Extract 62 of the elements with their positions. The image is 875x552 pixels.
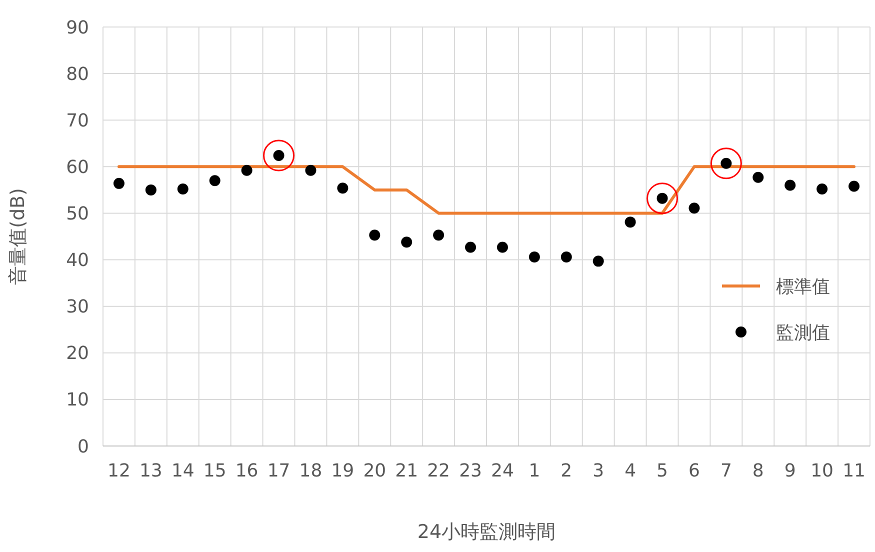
x-tick-label: 1	[528, 460, 540, 482]
x-axis-title: 24小時監測時間	[417, 521, 556, 543]
x-tick-label: 22	[427, 460, 450, 482]
point	[369, 230, 380, 241]
x-tick-label: 19	[331, 460, 354, 482]
y-tick-label: 0	[78, 436, 89, 458]
point	[688, 202, 700, 214]
x-tick-label: 5	[656, 460, 668, 482]
y-tick-label: 10	[66, 390, 89, 411]
point	[528, 251, 540, 262]
legend-label: 監測值	[776, 322, 830, 344]
point	[263, 140, 295, 172]
point	[624, 216, 636, 228]
point	[433, 230, 444, 241]
point	[177, 184, 188, 195]
point	[784, 180, 796, 191]
point	[209, 175, 220, 186]
x-tick-label: 14	[171, 460, 194, 482]
point	[646, 182, 678, 214]
x-tick-label: 21	[395, 460, 418, 482]
x-tick-label: 23	[459, 460, 482, 482]
point	[592, 256, 604, 267]
x-tick-label: 20	[363, 460, 386, 482]
y-tick-label: 70	[66, 110, 89, 132]
y-tick-label: 50	[66, 204, 89, 225]
point	[816, 184, 828, 195]
y-tick-label: 90	[66, 17, 89, 38]
x-tick-label: 3	[592, 460, 604, 482]
point	[113, 178, 124, 189]
y-tick-label: 60	[66, 156, 89, 178]
point	[337, 182, 348, 194]
point	[145, 184, 156, 196]
x-tick-label: 18	[299, 460, 322, 482]
x-tick-label: 24	[491, 460, 514, 482]
point	[848, 180, 860, 192]
x-tick-label: 8	[752, 460, 764, 482]
legend-label: 標準值	[776, 276, 830, 298]
x-tick-label: 16	[235, 460, 258, 482]
y-tick-label: 30	[66, 296, 89, 318]
y-tick-label: 40	[66, 250, 89, 272]
x-tick-label: 11	[842, 460, 866, 482]
y-tick-label: 80	[66, 64, 89, 85]
x-tick-label: 9	[784, 460, 796, 482]
point	[465, 242, 476, 253]
y-tick-label: 20	[66, 343, 89, 364]
x-tick-label: 2	[560, 460, 572, 482]
x-tick-label: 4	[624, 460, 636, 482]
x-tick-label: 10	[810, 460, 834, 482]
y-axis-title: 音量值(dB)	[7, 188, 29, 285]
point	[241, 164, 252, 176]
x-tick-label: 13	[139, 460, 162, 482]
point	[401, 236, 412, 248]
point	[710, 148, 742, 180]
x-tick-label: 17	[267, 460, 290, 482]
x-tick-label: 7	[720, 460, 732, 482]
x-tick-label: 12	[108, 460, 130, 482]
point	[752, 172, 764, 183]
x-tick-label: 15	[203, 460, 226, 482]
point	[560, 251, 572, 262]
x-tick-label: 6	[688, 460, 700, 482]
point	[305, 164, 316, 176]
point	[496, 242, 508, 253]
